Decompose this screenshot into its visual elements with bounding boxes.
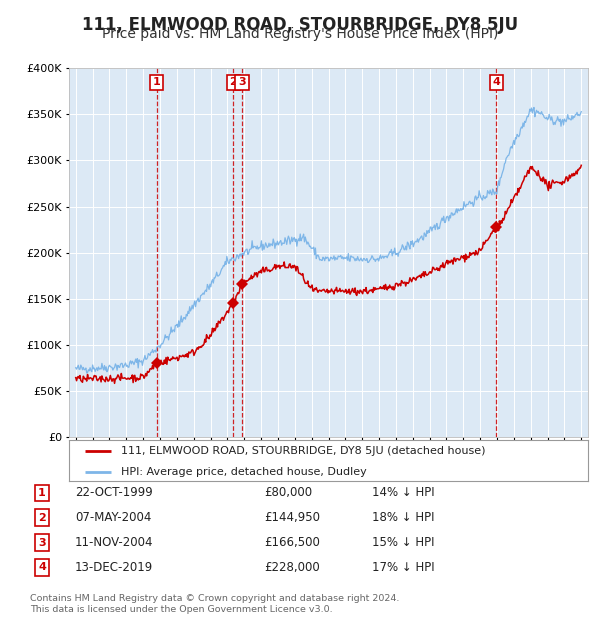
Text: £144,950: £144,950: [264, 512, 320, 524]
Text: 18% ↓ HPI: 18% ↓ HPI: [372, 512, 434, 524]
Text: This data is licensed under the Open Government Licence v3.0.: This data is licensed under the Open Gov…: [30, 604, 332, 614]
Text: Price paid vs. HM Land Registry's House Price Index (HPI): Price paid vs. HM Land Registry's House …: [102, 27, 498, 42]
Text: 13-DEC-2019: 13-DEC-2019: [75, 561, 153, 574]
Text: 4: 4: [493, 78, 500, 87]
Text: 22-OCT-1999: 22-OCT-1999: [75, 487, 153, 499]
Text: 111, ELMWOOD ROAD, STOURBRIDGE, DY8 5JU: 111, ELMWOOD ROAD, STOURBRIDGE, DY8 5JU: [82, 16, 518, 33]
Text: HPI: Average price, detached house, Dudley: HPI: Average price, detached house, Dudl…: [121, 467, 367, 477]
Text: 14% ↓ HPI: 14% ↓ HPI: [372, 487, 434, 499]
Text: £166,500: £166,500: [264, 536, 320, 549]
Text: 4: 4: [38, 562, 46, 572]
Text: 2: 2: [38, 513, 46, 523]
Text: Contains HM Land Registry data © Crown copyright and database right 2024.: Contains HM Land Registry data © Crown c…: [30, 593, 400, 603]
Text: 2: 2: [230, 78, 238, 87]
Text: 3: 3: [238, 78, 246, 87]
Text: 07-MAY-2004: 07-MAY-2004: [75, 512, 151, 524]
Text: 11-NOV-2004: 11-NOV-2004: [75, 536, 154, 549]
Text: 15% ↓ HPI: 15% ↓ HPI: [372, 536, 434, 549]
Text: 1: 1: [153, 78, 161, 87]
Text: 17% ↓ HPI: 17% ↓ HPI: [372, 561, 434, 574]
Text: 1: 1: [38, 488, 46, 498]
Text: 3: 3: [38, 538, 46, 547]
Text: £228,000: £228,000: [264, 561, 320, 574]
Text: 111, ELMWOOD ROAD, STOURBRIDGE, DY8 5JU (detached house): 111, ELMWOOD ROAD, STOURBRIDGE, DY8 5JU …: [121, 446, 485, 456]
Text: £80,000: £80,000: [264, 487, 312, 499]
